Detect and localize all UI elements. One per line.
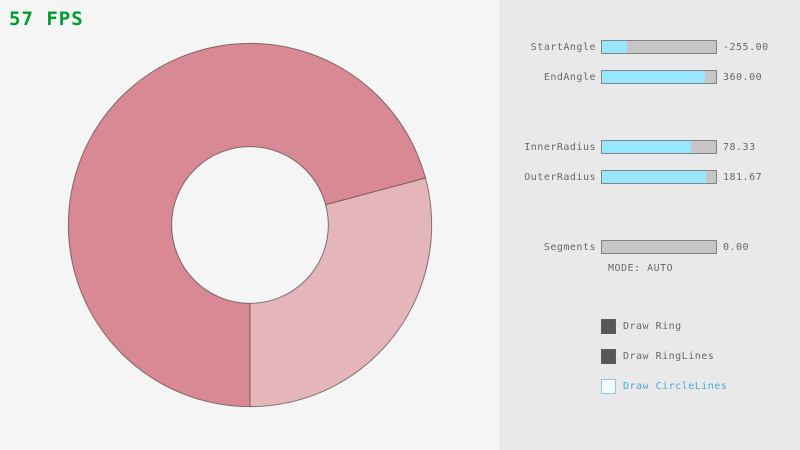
controls-panel: StartAngle -255.00 EndAngle 360.00 Inner… xyxy=(500,0,800,450)
slider-fill xyxy=(602,171,706,183)
outer-radius-value: 181.67 xyxy=(723,171,763,183)
checkbox-row-draw-circlelines: Draw CircleLines xyxy=(601,379,727,394)
draw-ringlines-label: Draw RingLines xyxy=(623,351,715,362)
ring-outer-outline xyxy=(67,42,433,408)
ring-start-angle-line xyxy=(325,177,426,206)
draw-circlelines-label: Draw CircleLines xyxy=(623,381,728,392)
end-angle-value: 360.00 xyxy=(723,71,763,83)
segments-label: Segments xyxy=(543,241,596,253)
segments-slider[interactable] xyxy=(601,240,717,254)
segments-value: 0.00 xyxy=(723,241,750,253)
draw-ring-label: Draw Ring xyxy=(623,321,682,332)
mode-label: MODE: AUTO xyxy=(608,263,674,274)
ring-sector-light xyxy=(250,177,432,407)
end-angle-label: EndAngle xyxy=(543,71,596,83)
slider-row-end-angle: EndAngle 360.00 xyxy=(501,70,800,84)
start-angle-slider[interactable] xyxy=(601,40,717,54)
slider-fill xyxy=(602,141,692,153)
outer-radius-label: OuterRadius xyxy=(524,171,596,183)
inner-radius-label: InnerRadius xyxy=(524,141,596,153)
outer-radius-slider[interactable] xyxy=(601,170,717,184)
start-angle-label: StartAngle xyxy=(530,41,596,53)
slider-row-inner-radius: InnerRadius 78.33 xyxy=(501,140,800,154)
inner-radius-value: 78.33 xyxy=(723,141,756,153)
draw-ring-checkbox[interactable] xyxy=(601,319,616,334)
fps-counter: 57 FPS xyxy=(9,8,84,30)
slider-row-outer-radius: OuterRadius 181.67 xyxy=(501,170,800,184)
slider-row-segments: Segments 0.00 xyxy=(501,240,800,254)
checkbox-row-draw-ring: Draw Ring xyxy=(601,319,682,334)
checkbox-row-draw-ringlines: Draw RingLines xyxy=(601,349,714,364)
slider-fill xyxy=(602,71,705,83)
ring-inner-outline xyxy=(171,146,329,304)
draw-ringlines-checkbox[interactable] xyxy=(601,349,616,364)
end-angle-slider[interactable] xyxy=(601,70,717,84)
slider-row-start-angle: StartAngle -255.00 xyxy=(501,40,800,54)
start-angle-value: -255.00 xyxy=(723,41,769,53)
ring-donut-drawing xyxy=(67,42,433,408)
slider-fill xyxy=(602,41,627,53)
inner-radius-slider[interactable] xyxy=(601,140,717,154)
draw-circlelines-checkbox[interactable] xyxy=(601,379,616,394)
